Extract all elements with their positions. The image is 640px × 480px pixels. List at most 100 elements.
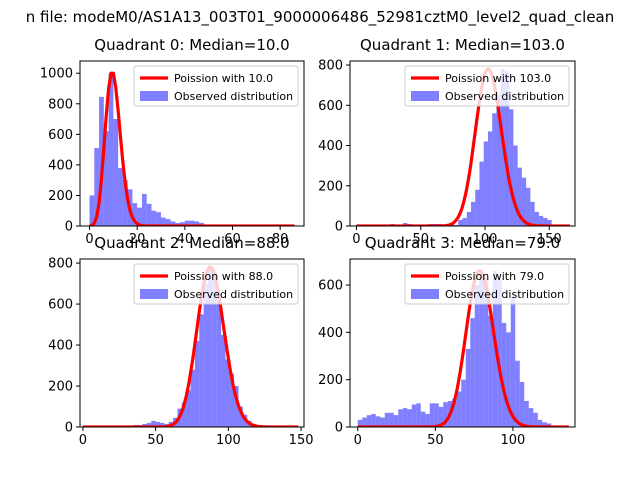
histogram-bar (366, 415, 372, 427)
x-tick-label: 150 (537, 232, 562, 247)
quadrant-1-histogram (356, 67, 571, 226)
histogram-bar (194, 340, 200, 427)
histogram-bar (407, 409, 412, 427)
x-tick-label: 80 (272, 232, 289, 247)
y-tick-label: 600 (318, 99, 343, 114)
histogram-bar (483, 277, 489, 427)
histogram-bar (510, 296, 516, 427)
histogram-bar (501, 322, 507, 427)
legend-hist-swatch (411, 289, 439, 299)
histogram-bar (221, 334, 226, 427)
histogram-bar (526, 187, 531, 226)
histogram-bar (515, 360, 520, 427)
y-tick-label: 800 (318, 59, 343, 74)
histogram-bar (393, 415, 399, 427)
y-tick-label: 400 (318, 139, 343, 154)
y-tick-label: 200 (318, 179, 343, 194)
y-tick-label: 0 (65, 421, 73, 436)
histogram-bar (504, 71, 510, 226)
histogram-bar (438, 406, 444, 427)
quadrant-0-histogram (89, 71, 295, 226)
x-tick-label: 100 (216, 433, 241, 448)
histogram-bar (384, 412, 390, 427)
legend-curve-label: Poission with 10.0 (174, 72, 273, 85)
histogram-bar (483, 141, 488, 226)
histogram-bar (156, 212, 162, 226)
quadrant-3-title: Quadrant 3: Median=79.0 (365, 234, 560, 252)
legend-box (133, 65, 299, 107)
histogram-bar (170, 221, 176, 226)
y-tick-label: 400 (318, 326, 343, 341)
legend-hist-swatch (140, 91, 168, 101)
y-tick-label: 600 (318, 279, 343, 294)
histogram-bar (181, 402, 187, 427)
histogram-bar (547, 219, 552, 226)
histogram-bar (165, 219, 171, 226)
histogram-bar (509, 109, 514, 226)
y-tick-label: 0 (335, 220, 343, 235)
legend-box (133, 263, 299, 305)
y-tick-label: 800 (48, 257, 73, 272)
histogram-bar (398, 409, 403, 427)
histogram-bar (492, 113, 497, 226)
legend-hist-label: Observed distribution (174, 90, 293, 103)
histogram-bar (479, 161, 484, 226)
x-tick-label: 0 (85, 232, 93, 247)
histogram-bar (132, 203, 138, 226)
quadrant-2-histogram (82, 265, 299, 427)
histogram-bar (186, 390, 191, 427)
figure-suptitle: n file: modeM0/AS1A13_003T01_9000006486_… (26, 8, 615, 27)
y-tick-label: 200 (48, 380, 73, 395)
histogram-bar (122, 180, 128, 226)
histogram-bar (234, 386, 239, 427)
axes-frame (349, 258, 576, 428)
quadrant-0-title: Quadrant 0: Median=10.0 (94, 36, 289, 54)
axes-frame (349, 60, 576, 227)
histogram-bar (108, 73, 114, 226)
legend-hist-label: Observed distribution (445, 90, 564, 103)
histogram-bar (530, 201, 535, 226)
histogram-bar (141, 193, 147, 226)
histogram-bar (199, 314, 204, 427)
legend-hist-swatch (140, 289, 168, 299)
x-tick-label: 0 (79, 433, 87, 448)
x-tick-label: 50 (147, 433, 164, 448)
y-tick-label: 200 (318, 373, 343, 388)
x-tick-label: 100 (473, 232, 498, 247)
x-tick-label: 60 (224, 232, 241, 247)
histogram-bar (161, 217, 166, 226)
histogram-bar (225, 359, 230, 427)
histogram-bar (537, 419, 543, 427)
histogram-bar (542, 422, 547, 427)
x-tick-label: 150 (289, 433, 314, 448)
histogram-bar (113, 119, 119, 226)
histogram-bar (543, 217, 548, 226)
y-tick-label: 600 (48, 298, 73, 313)
histogram-bar (458, 219, 463, 226)
histogram-bar (89, 195, 95, 226)
histogram-bar (212, 271, 217, 427)
legend-curve-label: Poission with 88.0 (174, 270, 273, 283)
histogram-bar (155, 421, 160, 427)
axes-frame (79, 258, 305, 428)
histogram-bar (194, 221, 200, 226)
histogram-bar (538, 215, 544, 226)
quadrant-1-title: Quadrant 1: Median=103.0 (360, 36, 565, 54)
x-tick-label: 50 (427, 433, 444, 448)
histogram-bar (524, 400, 529, 427)
histogram-bar (454, 224, 459, 226)
histogram-bar (466, 211, 471, 226)
histogram-bar (371, 413, 376, 427)
histogram-bar (479, 273, 484, 427)
histogram-bar (470, 318, 475, 427)
x-tick-label: 50 (412, 232, 429, 247)
y-tick-label: 1000 (40, 67, 73, 82)
x-tick-label: 0 (352, 232, 360, 247)
y-tick-label: 800 (48, 97, 73, 112)
histogram-bar (203, 283, 208, 427)
histogram-bar (146, 203, 152, 226)
histogram-bar (452, 398, 457, 427)
histogram-bar (103, 131, 109, 226)
legend-box (404, 65, 570, 107)
legend-curve-label: Poission with 79.0 (445, 270, 544, 283)
